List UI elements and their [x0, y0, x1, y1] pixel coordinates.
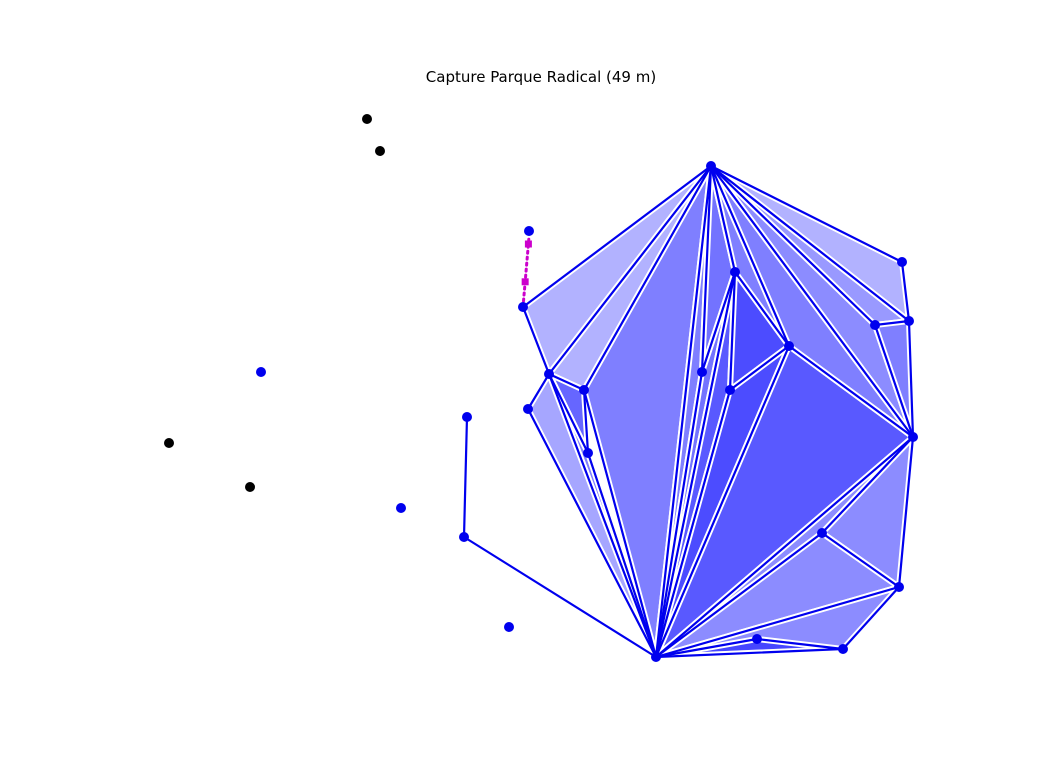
- neutral-node: [375, 146, 385, 156]
- territory-edge: [709, 164, 915, 439]
- territory-edge: [873, 319, 911, 327]
- territory-edge: [547, 372, 658, 659]
- territory-edge: [654, 388, 732, 659]
- territory-edge: [709, 164, 877, 327]
- capture-move-line: [521, 235, 531, 309]
- territory-edge: [820, 531, 901, 589]
- territory-node: [725, 385, 735, 395]
- territory-node: [524, 226, 534, 236]
- territory-edge: [526, 372, 551, 411]
- page-title: Capture Parque Radical (49 m): [425, 68, 657, 86]
- territory-edge: [700, 164, 713, 374]
- territory-edge: [654, 531, 824, 659]
- capture-move-marker: [524, 240, 532, 248]
- territory-node: [908, 432, 918, 442]
- neutral-node: [164, 438, 174, 448]
- territory-edge: [547, 372, 590, 455]
- territory-edge: [582, 388, 590, 455]
- territory-edge: [654, 585, 901, 659]
- territory-node: [894, 582, 904, 592]
- territory-edge: [709, 164, 791, 348]
- neutral-node: [245, 482, 255, 492]
- territory-edge: [709, 164, 904, 264]
- territory-edge: [873, 323, 915, 439]
- territory-edge: [728, 270, 737, 392]
- neutral-node: [362, 114, 372, 124]
- territory-edge: [654, 164, 713, 659]
- territory-edge: [654, 270, 737, 659]
- territory-node: [730, 267, 740, 277]
- territory-node: [897, 257, 907, 267]
- territory-edge: [654, 435, 915, 659]
- territory-edge: [820, 435, 915, 535]
- territory-edge: [582, 388, 658, 659]
- territory-edge: [728, 344, 791, 392]
- territory-edge: [709, 164, 737, 274]
- territory-edge: [787, 344, 915, 439]
- territory-edge: [586, 451, 658, 659]
- territory-edge: [733, 270, 791, 348]
- territory-node: [697, 367, 707, 377]
- territory-edge: [654, 637, 759, 659]
- territory-edge: [462, 415, 469, 539]
- territory-edge: [654, 344, 791, 659]
- territory-node: [256, 367, 266, 377]
- territory-edge: [709, 164, 911, 323]
- territory-node: [518, 302, 528, 312]
- territory-node: [544, 369, 554, 379]
- territory-edge: [907, 319, 915, 439]
- territory-node: [752, 634, 762, 644]
- territory-edge: [547, 164, 713, 376]
- territory-edge: [547, 372, 586, 392]
- territory-node: [396, 503, 406, 513]
- territory-edge: [841, 585, 901, 651]
- territory-node: [459, 532, 469, 542]
- territory-node: [838, 644, 848, 654]
- territory-edge: [526, 407, 658, 659]
- territory-edge: [462, 535, 658, 659]
- territory-edge: [897, 435, 915, 589]
- territory-node: [504, 622, 514, 632]
- territory-node: [583, 448, 593, 458]
- territory-node: [651, 652, 661, 662]
- territory-node: [870, 320, 880, 330]
- territory-node: [706, 161, 716, 171]
- territory-edge: [654, 370, 704, 659]
- territory-node: [579, 385, 589, 395]
- territory-edge: [521, 305, 551, 376]
- territory-edge: [900, 260, 911, 323]
- territory-edge: [700, 270, 737, 374]
- territory-node: [523, 404, 533, 414]
- territory-node: [462, 412, 472, 422]
- territory-edge: [755, 637, 845, 651]
- territory-edge: [521, 164, 713, 309]
- capture-move-marker: [521, 278, 529, 286]
- territory-node: [784, 341, 794, 351]
- territory-edge: [654, 647, 845, 659]
- territory-node: [817, 528, 827, 538]
- territory-edge: [582, 164, 713, 392]
- territory-node: [904, 316, 914, 326]
